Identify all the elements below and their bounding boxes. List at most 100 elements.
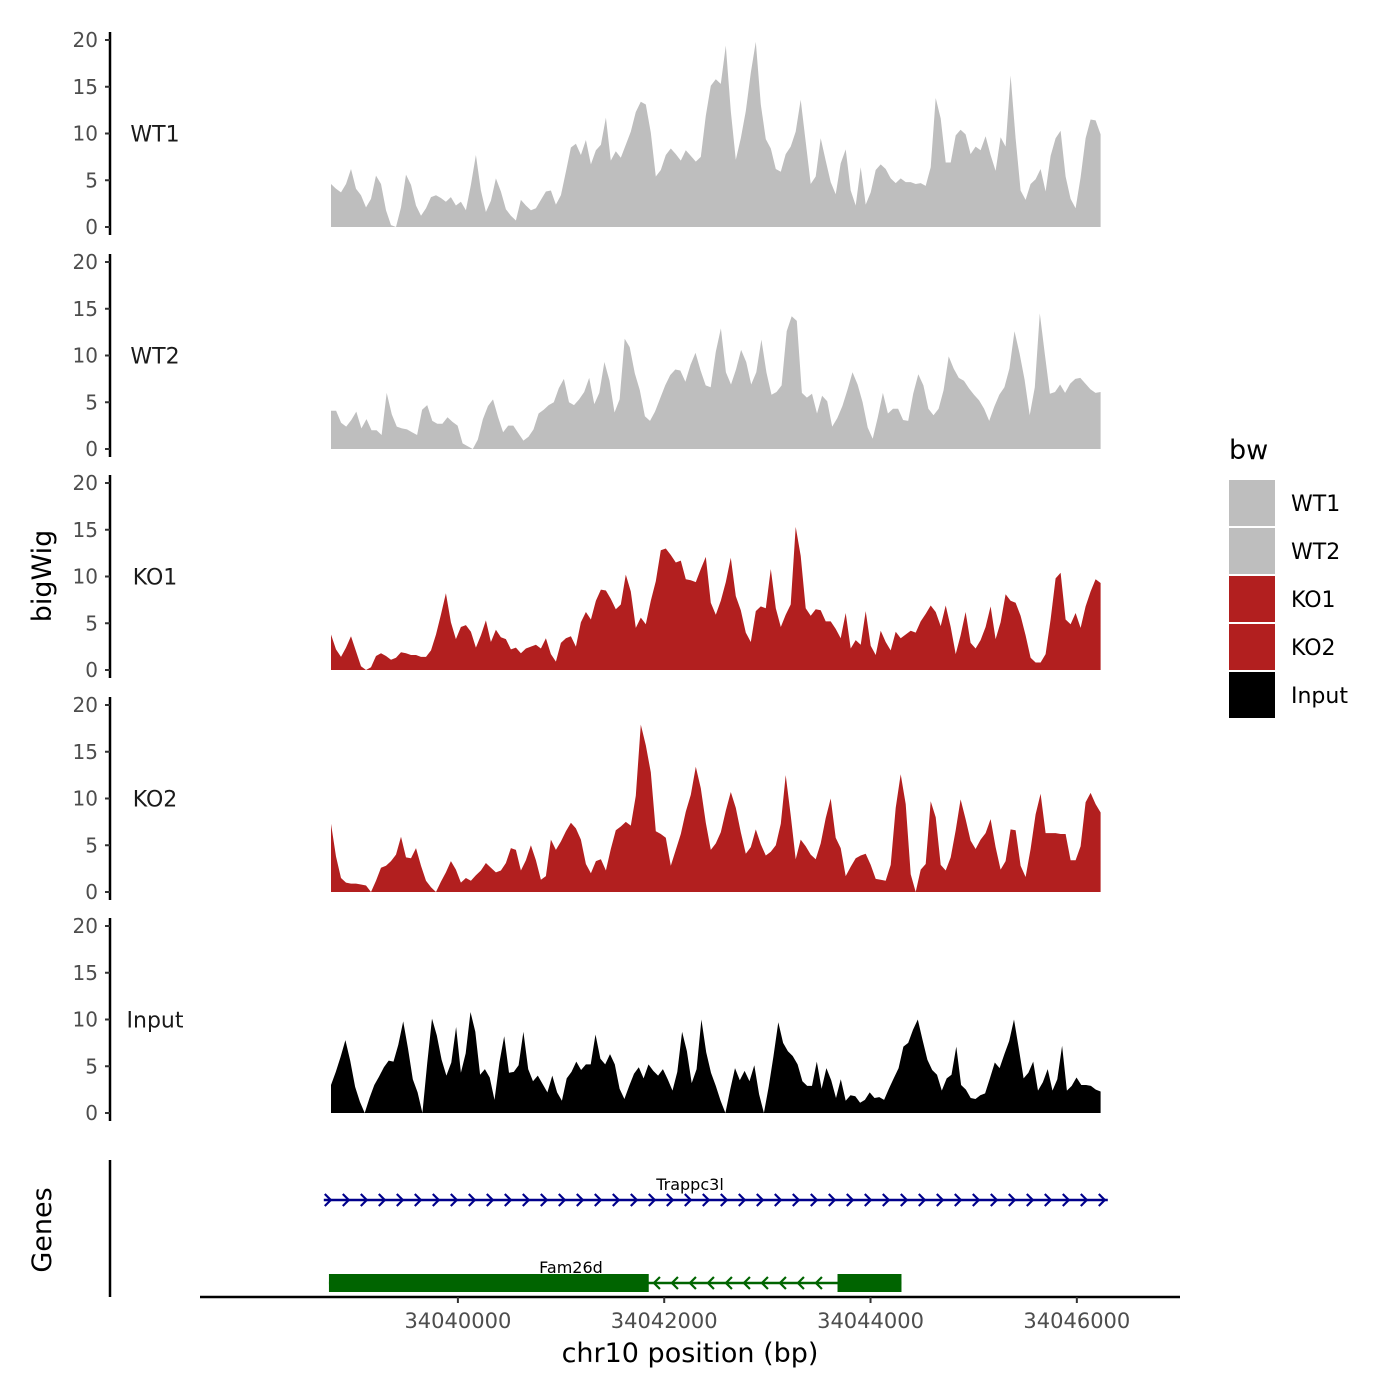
- strand-chevron: [706, 1276, 715, 1290]
- legend-title: bw: [1229, 435, 1268, 466]
- strand-chevron: [486, 1193, 495, 1207]
- strand-chevron: [760, 1276, 769, 1290]
- genes-axis-title: Genes: [27, 1187, 58, 1272]
- strand-chevron: [540, 1193, 549, 1207]
- strand-chevron: [652, 1276, 661, 1290]
- strand-chevron: [774, 1193, 783, 1207]
- strand-chevron: [738, 1193, 747, 1207]
- strand-chevron: [1062, 1193, 1071, 1207]
- strand-chevron: [720, 1193, 729, 1207]
- gene-label: Fam26d: [539, 1258, 603, 1277]
- strand-chevron: [702, 1193, 711, 1207]
- y-tick-label: 5: [85, 168, 98, 192]
- strand-chevron: [972, 1193, 981, 1207]
- legend-label-input: Input: [1291, 684, 1348, 709]
- y-tick-label: 0: [85, 1101, 98, 1125]
- y-tick-label: 20: [73, 914, 98, 938]
- x-tick-label: 34046000: [1023, 1309, 1130, 1333]
- strand-chevron: [324, 1193, 333, 1207]
- y-tick-label: 20: [73, 471, 98, 495]
- y-tick-label: 0: [85, 215, 98, 239]
- y-tick-label: 0: [85, 658, 98, 682]
- strand-chevron: [414, 1193, 423, 1207]
- x-tick-label: 34042000: [611, 1309, 718, 1333]
- strand-chevron: [900, 1193, 909, 1207]
- strand-chevron: [450, 1193, 459, 1207]
- strand-chevron: [990, 1193, 999, 1207]
- y-tick-label: 5: [85, 390, 98, 414]
- legend-swatch-wt1: [1229, 480, 1275, 526]
- coverage-area-input: [331, 1012, 1101, 1113]
- track-label-wt1: WT1: [130, 123, 179, 148]
- y-tick-label: 10: [73, 1008, 98, 1032]
- y-tick-label: 5: [85, 1054, 98, 1078]
- x-tick-label: 34040000: [404, 1309, 511, 1333]
- gene-exon: [837, 1274, 902, 1292]
- strand-chevron: [1044, 1193, 1053, 1207]
- strand-chevron: [360, 1193, 369, 1207]
- y-tick-label: 5: [85, 611, 98, 635]
- legend-swatch-ko1: [1229, 576, 1275, 622]
- strand-chevron: [468, 1193, 477, 1207]
- track-label-ko2: KO2: [133, 788, 178, 813]
- track-label-input: Input: [127, 1009, 184, 1034]
- track-ko1: 0 5 10 15 20 KO1: [73, 471, 1101, 682]
- gene-fam26d: Fam26d: [328, 1258, 902, 1292]
- strand-chevron: [846, 1193, 855, 1207]
- y-tick-label: 15: [73, 75, 98, 99]
- coverage-area-wt1: [331, 41, 1101, 228]
- y-tick-label: 10: [73, 565, 98, 589]
- strand-chevron: [756, 1193, 765, 1207]
- strand-chevron: [1008, 1193, 1017, 1207]
- legend-label-wt1: WT1: [1291, 492, 1340, 517]
- strand-chevron: [918, 1193, 927, 1207]
- strand-chevron: [432, 1193, 441, 1207]
- strand-chevron: [1098, 1193, 1107, 1207]
- genes-layer: Trappc3l Fam26d: [108, 1160, 1108, 1297]
- y-tick-label: 15: [73, 297, 98, 321]
- strand-chevron: [954, 1193, 963, 1207]
- strand-chevron: [576, 1193, 585, 1207]
- gene-label: Trappc3l: [655, 1175, 724, 1194]
- strand-chevron: [810, 1193, 819, 1207]
- legend: bw WT1 WT2 KO1 KO2 Input: [1229, 435, 1348, 718]
- strand-chevron: [558, 1193, 567, 1207]
- legend-swatch-input: [1229, 672, 1275, 718]
- strand-chevron: [648, 1193, 657, 1207]
- track-label-wt2: WT2: [130, 345, 179, 370]
- strand-chevron: [796, 1276, 805, 1290]
- y-tick-label: 15: [73, 961, 98, 985]
- track-wt1: 0 5 10 15 20 WT1: [73, 28, 1101, 239]
- y-tick-label: 10: [73, 122, 98, 146]
- y-tick-label: 20: [73, 28, 98, 52]
- strand-chevron: [814, 1276, 823, 1290]
- strand-chevron: [792, 1193, 801, 1207]
- strand-chevron: [342, 1193, 351, 1207]
- strand-chevron: [612, 1193, 621, 1207]
- strand-chevron: [378, 1193, 387, 1207]
- strand-chevron: [724, 1276, 733, 1290]
- y-tick-label: 5: [85, 833, 98, 857]
- y-axis-title: bigWig: [27, 530, 58, 623]
- strand-chevron: [684, 1193, 693, 1207]
- strand-chevron: [504, 1193, 513, 1207]
- gene-exon: [328, 1274, 649, 1292]
- track-wt2: 0 5 10 15 20 WT2: [73, 250, 1101, 461]
- strand-chevron: [670, 1276, 679, 1290]
- track-input: 0 5 10 15 20 Input: [73, 914, 1101, 1125]
- y-tick-label: 15: [73, 518, 98, 542]
- x-tick-label: 34044000: [817, 1309, 924, 1333]
- coverage-area-ko2: [331, 724, 1101, 892]
- strand-chevron: [742, 1276, 751, 1290]
- y-tick-label: 15: [73, 740, 98, 764]
- y-tick-label: 10: [73, 344, 98, 368]
- y-tick-label: 0: [85, 880, 98, 904]
- y-tick-label: 20: [73, 250, 98, 274]
- strand-chevron: [594, 1193, 603, 1207]
- strand-chevron: [828, 1193, 837, 1207]
- legend-swatch-ko2: [1229, 624, 1275, 670]
- track-label-ko1: KO1: [133, 566, 178, 591]
- legend-label-ko1: KO1: [1291, 588, 1336, 613]
- strand-chevron: [778, 1276, 787, 1290]
- track-ko2: 0 5 10 15 20 KO2: [73, 693, 1101, 904]
